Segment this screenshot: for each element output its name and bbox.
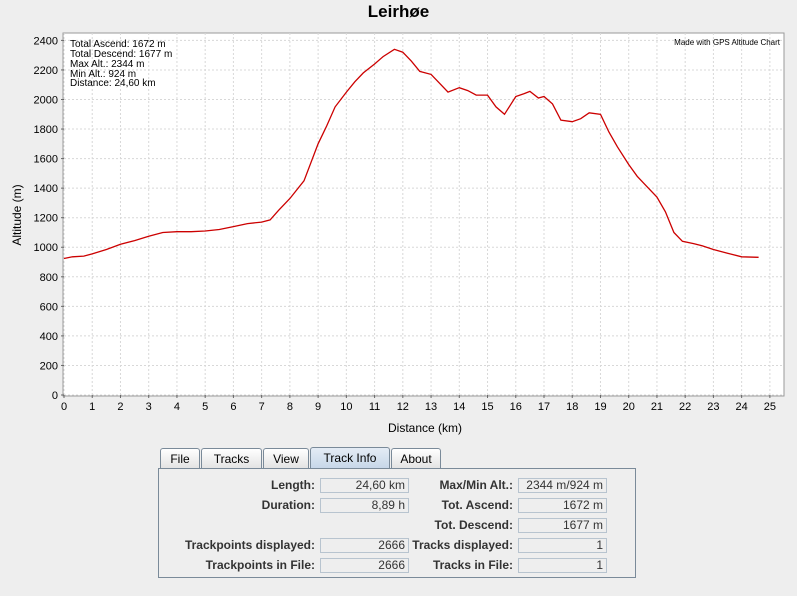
x-axis-ticks: 0 1 2 3 4 5 6 7 8 9 10 11 12 13 14 15 16 17 18 19 20 21 22 23 24… [61, 395, 776, 413]
length-label: Length: [271, 478, 315, 492]
x-tick-label: 4 [174, 401, 180, 413]
tracks-in-file-label: Tracks in File: [432, 558, 513, 572]
x-tick-label: 9 [315, 401, 321, 413]
x-tick-label: 12 [397, 401, 409, 413]
tab-file[interactable]: File [160, 448, 200, 468]
x-tick-label: 17 [538, 401, 550, 413]
tab-about[interactable]: About [391, 448, 441, 468]
x-tick-label: 3 [146, 401, 152, 413]
x-tick-label: 24 [736, 401, 748, 413]
x-tick-label: 13 [425, 401, 437, 413]
stat-total-descend: Total Descend: 1677 m [70, 49, 172, 60]
x-axis-title: Distance (km) [388, 421, 462, 435]
stat-max-alt: Max Alt.: 2344 m [70, 59, 144, 70]
x-tick-label: 16 [510, 401, 522, 413]
y-tick-label: 600 [40, 301, 58, 313]
trackpoints-in-file-value: 2666 [320, 558, 409, 573]
altitude-chart: 0200400600800100012001400160018002000220… [10, 32, 785, 435]
tracks-in-file-value: 1 [518, 558, 607, 573]
tab-tracks[interactable]: Tracks [201, 448, 262, 468]
x-tick-label: 20 [623, 401, 635, 413]
y-tick-label: 400 [40, 331, 58, 343]
tot-ascend-value: 1672 m [518, 498, 607, 513]
x-tick-label: 25 [764, 401, 776, 413]
tot-descend-value: 1677 m [518, 518, 607, 533]
y-tick-label: 800 [40, 272, 58, 284]
length-value: 24,60 km [320, 478, 409, 493]
maxmin-alt-label: Max/Min Alt.: [439, 478, 513, 492]
y-tick-label: 1000 [34, 242, 58, 254]
x-tick-label: 19 [594, 401, 606, 413]
tot-ascend-label: Tot. Ascend: [441, 498, 513, 512]
x-tick-label: 21 [651, 401, 663, 413]
x-tick-label: 23 [707, 401, 719, 413]
maxmin-alt-value: 2344 m/924 m [518, 478, 607, 493]
stat-distance: Distance: 24,60 km [70, 78, 156, 89]
duration-label: Duration: [261, 498, 315, 512]
y-tick-label: 2200 [34, 65, 58, 77]
x-tick-label: 2 [117, 401, 123, 413]
x-tick-label: 6 [230, 401, 236, 413]
x-tick-label: 8 [287, 401, 293, 413]
trackpoints-displayed-label: Trackpoints displayed: [184, 538, 315, 552]
tracks-displayed-value: 1 [518, 538, 607, 553]
x-tick-label: 1 [89, 401, 95, 413]
x-tick-label: 10 [340, 401, 352, 413]
y-tick-label: 1800 [34, 124, 58, 136]
track-info-panel: Length: 24,60 km Max/Min Alt.: 2344 m/92… [158, 468, 636, 578]
y-axis-title: Altitude (m) [10, 184, 24, 245]
x-tick-label: 7 [259, 401, 265, 413]
duration-value: 8,89 h [320, 498, 409, 513]
tracks-displayed-label: Tracks displayed: [412, 538, 513, 552]
x-tick-label: 11 [369, 401, 380, 413]
grid-lines [63, 33, 784, 396]
y-tick-label: 2400 [34, 35, 58, 47]
y-tick-label: 2000 [34, 94, 58, 106]
credit-text: Made with GPS Altitude Chart [674, 38, 781, 47]
tab-view[interactable]: View [263, 448, 309, 468]
x-tick-label: 14 [453, 401, 465, 413]
y-tick-label: 1200 [34, 213, 58, 225]
tab-track-info[interactable]: Track Info [310, 447, 390, 469]
y-tick-label: 1600 [34, 154, 58, 166]
x-tick-label: 15 [481, 401, 493, 413]
y-tick-label: 1400 [34, 183, 58, 195]
x-tick-label: 18 [566, 401, 578, 413]
y-tick-label: 200 [40, 360, 58, 372]
stat-total-ascend: Total Ascend: 1672 m [70, 39, 166, 50]
y-tick-label: 0 [52, 390, 58, 402]
plot-area [62, 32, 785, 397]
y-axis-ticks: 0 200 400 600 800 1000 1200 1400 1600 1800 2000 220… [34, 35, 64, 402]
chart-title: Leirhøe [367, 2, 430, 21]
stat-min-alt: Min Alt.: 924 m [70, 69, 136, 80]
trackpoints-in-file-label: Trackpoints in File: [205, 558, 315, 572]
x-tick-label: 0 [61, 401, 67, 413]
tot-descend-label: Tot. Descend: [434, 518, 513, 532]
altitude-series-line [63, 48, 759, 260]
trackpoints-displayed-value: 2666 [320, 538, 409, 553]
x-tick-label: 5 [202, 401, 208, 413]
x-tick-label: 22 [679, 401, 691, 413]
